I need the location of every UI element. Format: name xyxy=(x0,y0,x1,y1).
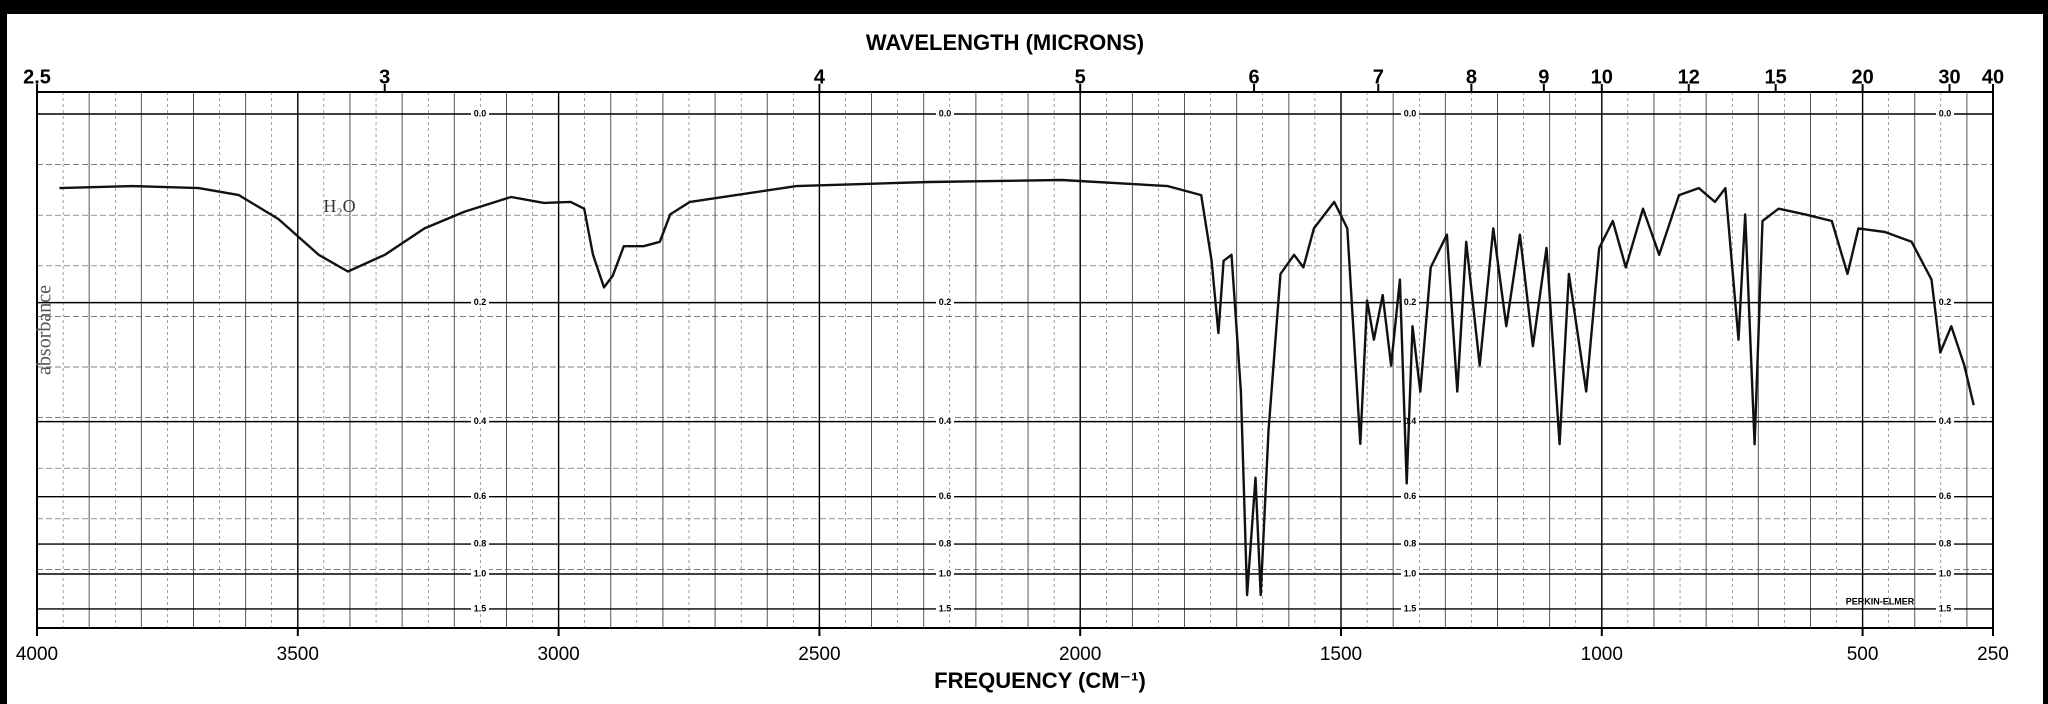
y-tick-label: 0.2 xyxy=(1404,297,1417,307)
y-tick-label: 1.5 xyxy=(474,603,487,613)
x2-tick-label: 30 xyxy=(1938,66,1960,88)
y-tick-label: 0.8 xyxy=(474,538,487,548)
y-tick-label: 0.4 xyxy=(474,416,487,426)
tick-label-bg xyxy=(471,108,489,119)
spectrum-line xyxy=(59,178,1975,597)
tick-label-bg xyxy=(936,296,954,308)
tick-label-bg xyxy=(1936,296,1954,308)
chart-title: WAVELENGTH (MICRONS) xyxy=(866,30,1144,55)
y-tick-label: 0.0 xyxy=(1404,108,1417,118)
y-tick-label: 0.2 xyxy=(939,297,952,307)
y-tick-label: 1.0 xyxy=(939,568,952,578)
x-tick-label: 3000 xyxy=(537,644,579,665)
right-border xyxy=(2043,0,2048,704)
tick-label-bg xyxy=(471,296,489,308)
tick-label-bg xyxy=(936,602,954,614)
tick-label-bg xyxy=(471,415,489,427)
tick-label-bg xyxy=(1401,296,1419,308)
y-tick-label: 1.5 xyxy=(1939,603,1952,613)
tick-label-bg xyxy=(471,568,489,579)
tick-label-bg xyxy=(1401,538,1419,550)
x2-tick-label: 2.5 xyxy=(23,66,51,88)
x-tick-label: 250 xyxy=(1977,644,2009,665)
y-tick-label: 0.2 xyxy=(1939,297,1952,307)
x2-tick-label: 5 xyxy=(1075,66,1086,88)
x-tick-label: 4000 xyxy=(16,644,58,665)
y-tick-label: 1.0 xyxy=(1939,568,1952,578)
x-tick-label: 3500 xyxy=(277,644,319,665)
grid xyxy=(36,84,1994,636)
y-tick-label: 0.4 xyxy=(1939,416,1952,426)
y-tick-label: 1.5 xyxy=(1404,603,1417,613)
left-border xyxy=(0,0,7,704)
tick-label-bg xyxy=(936,415,954,427)
x-tick-label: 500 xyxy=(1847,644,1879,665)
x2-tick-label: 9 xyxy=(1538,66,1549,88)
x-tick-label: 1000 xyxy=(1581,644,1623,665)
tick-label-bg xyxy=(1936,490,1954,502)
y-tick-label: 0.0 xyxy=(474,108,487,118)
y-tick-label: 0.4 xyxy=(939,416,952,426)
tick-label-bg xyxy=(936,490,954,502)
tick-label-bg xyxy=(1936,568,1954,579)
x-axis-label: FREQUENCY (CM⁻¹) xyxy=(934,668,1146,693)
tick-label-bg xyxy=(1936,538,1954,550)
y-tick-label: 0.8 xyxy=(939,538,952,548)
x-tick-label: 1500 xyxy=(1320,644,1362,665)
tick-label-bg xyxy=(1401,108,1419,119)
tick-label-bg xyxy=(471,602,489,614)
top-border xyxy=(0,0,2048,14)
y-axis-label: absorbance xyxy=(34,285,56,375)
tick-label-bg xyxy=(1936,602,1954,614)
tick-label-bg xyxy=(1936,108,1954,119)
y-tick-label: 0.0 xyxy=(1939,108,1952,118)
y-tick-label: 0.0 xyxy=(939,108,952,118)
x2-tick-label: 10 xyxy=(1591,66,1613,88)
y-tick-label: 0.6 xyxy=(1404,491,1417,501)
y-tick-label: 1.5 xyxy=(939,603,952,613)
x2-tick-label: 40 xyxy=(1982,66,2004,88)
y-tick-label: 0.6 xyxy=(1939,491,1952,501)
tick-label-bg xyxy=(936,108,954,119)
y-tick-label: 0.2 xyxy=(474,297,487,307)
x2-tick-label: 12 xyxy=(1678,66,1700,88)
tick-label-bg xyxy=(1401,490,1419,502)
x-tick-label: 2500 xyxy=(798,644,840,665)
tick-label-bg xyxy=(471,490,489,502)
x2-tick-label: 15 xyxy=(1765,66,1787,88)
x2-tick-label: 4 xyxy=(814,66,826,88)
marks xyxy=(59,178,1975,597)
y-tick-label: 0.4 xyxy=(1404,416,1417,426)
tick-label-bg xyxy=(471,538,489,550)
x2-tick-label: 7 xyxy=(1373,66,1384,88)
y-tick-label: 1.0 xyxy=(474,568,487,578)
y-tick-label: 0.6 xyxy=(474,491,487,501)
tick-label-bg xyxy=(1401,568,1419,579)
brand-label: PERKIN-ELMER xyxy=(1846,596,1915,606)
x2-tick-label: 20 xyxy=(1851,66,1873,88)
x2-tick-label: 8 xyxy=(1466,66,1477,88)
y-tick-label: 0.6 xyxy=(939,491,952,501)
tick-label-bg xyxy=(1936,415,1954,427)
tick-label-bg xyxy=(1401,602,1419,614)
tick-label-bg xyxy=(936,568,954,579)
tick-label-bg xyxy=(936,538,954,550)
x2-tick-label: 6 xyxy=(1249,66,1260,88)
x-tick-label: 2000 xyxy=(1059,644,1101,665)
annotation: H₂O xyxy=(323,196,355,216)
x2-tick-label: 3 xyxy=(379,66,390,88)
y-tick-label: 0.8 xyxy=(1404,538,1417,548)
y-tick-label: 0.8 xyxy=(1939,538,1952,548)
y-tick-label: 1.0 xyxy=(1404,568,1417,578)
